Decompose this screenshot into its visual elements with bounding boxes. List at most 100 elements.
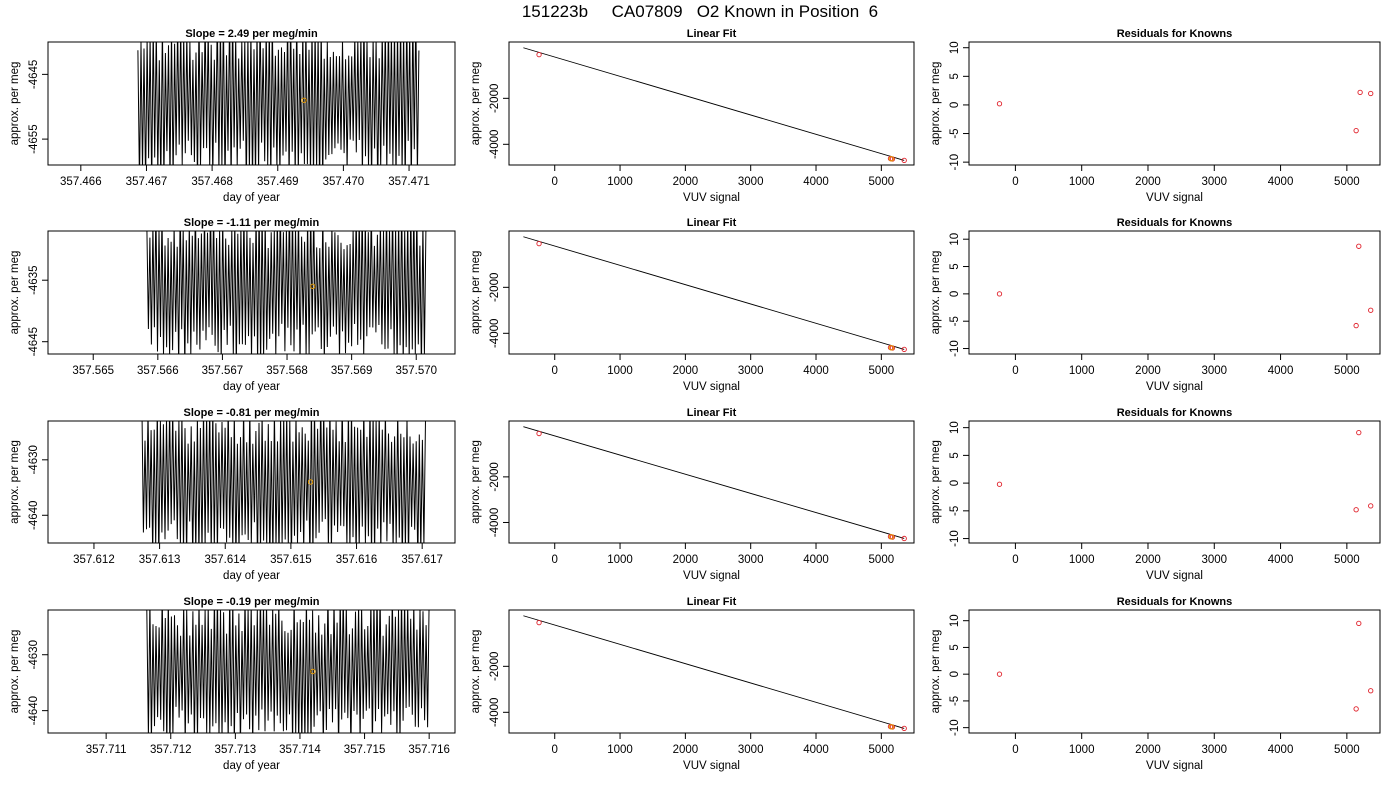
y-axis-label: approx. per meg — [470, 62, 482, 146]
y-tick-label: -5 — [949, 316, 961, 326]
chart-title: Slope = -0.19 per meg/min — [183, 596, 319, 608]
x-tick-label: 4000 — [1268, 554, 1294, 566]
x-tick-label: 5000 — [869, 176, 895, 188]
chart-title: Residuals for Knowns — [1117, 217, 1233, 229]
y-axis-label: approx. per meg — [9, 251, 21, 335]
current-point — [310, 668, 316, 675]
chart-panel-2-1: Slope = -1.11 per meg/min 357.565 357.566 3… — [9, 217, 456, 393]
x-tick-label: 0 — [552, 365, 558, 377]
plot-area — [137, 42, 420, 165]
fit-line — [523, 47, 905, 161]
chart-title: Residuals for Knowns — [1117, 407, 1233, 419]
x-axis-label: day of year — [223, 381, 280, 393]
x-axis-label: VUV signal — [683, 760, 740, 772]
data-point — [1368, 307, 1374, 313]
chart-title: Slope = 2.49 per meg/min — [185, 28, 318, 40]
fit-line — [523, 426, 905, 539]
x-tick-label: 1000 — [1069, 365, 1095, 377]
y-tick-label: -4630 — [28, 445, 40, 474]
x-tick-label: 357.570 — [395, 365, 437, 377]
current-point — [307, 479, 314, 485]
y-tick-label: 10 — [949, 233, 961, 246]
chart-title: Slope = -1.11 per meg/min — [184, 217, 320, 229]
data-point — [996, 481, 1003, 487]
data-point — [536, 430, 542, 437]
chart-panel-3-3: Residuals for Knowns 0 1000 2000 3000 4000 500… — [930, 407, 1381, 582]
y-tick-label: -10 — [949, 719, 961, 736]
x-axis-label: VUV signal — [1146, 570, 1203, 582]
y-tick-label: -4640 — [28, 501, 40, 530]
chart-title: Residuals for Knowns — [1117, 596, 1233, 608]
fit-line — [523, 615, 905, 729]
x-tick-label: 357.617 — [401, 554, 443, 566]
x-tick-label: 1000 — [607, 554, 633, 566]
plot-frame — [508, 609, 915, 734]
y-axis-label: approx. per meg — [470, 251, 482, 335]
plot-area — [523, 47, 907, 164]
x-tick-label: 357.714 — [279, 744, 321, 756]
x-tick-label: 4000 — [803, 365, 829, 377]
data-point — [901, 346, 907, 353]
y-tick-label: -5 — [949, 506, 961, 516]
data-point — [1356, 429, 1362, 436]
data-point — [1353, 706, 1359, 712]
chart-panel-4-2: Linear Fit 0 1000 2000 3000 4000 5000 -2000 -400… — [470, 596, 915, 772]
data-point — [901, 725, 907, 732]
data-point — [1353, 507, 1359, 513]
x-tick-label: 357.469 — [257, 176, 299, 188]
x-tick-label: 1000 — [607, 176, 633, 188]
y-axis-label: approx. per meg — [930, 251, 942, 335]
x-tick-label: 2000 — [673, 176, 699, 188]
x-axis-label: VUV signal — [683, 570, 740, 582]
plot-area — [523, 615, 907, 732]
chart-panel-4-1: Slope = -0.19 per meg/min 357.711 357.712 3… — [9, 596, 456, 772]
current-point — [888, 345, 895, 351]
plot-area — [996, 243, 1374, 329]
x-tick-label: 2000 — [1135, 176, 1161, 188]
x-tick-label: 357.616 — [336, 554, 378, 566]
data-point — [1357, 89, 1363, 95]
x-tick-label: 4000 — [1268, 365, 1294, 377]
current-point — [888, 156, 895, 162]
y-tick-label: -4000 — [489, 698, 501, 727]
y-tick-label: -4000 — [489, 130, 501, 159]
y-tick-label: -4655 — [28, 124, 40, 153]
chart-panel-1-1: Slope = 2.49 per meg/min 357.466 357.467 35… — [9, 28, 456, 204]
plot-area — [996, 620, 1374, 712]
x-tick-label: 357.615 — [270, 554, 312, 566]
plot-area — [146, 231, 427, 354]
current-point — [888, 534, 895, 540]
plot-frame — [47, 41, 456, 166]
x-tick-label: 0 — [1012, 554, 1018, 566]
plot-frame — [47, 609, 456, 734]
y-tick-label: 0 — [949, 671, 961, 677]
x-tick-label: 0 — [552, 554, 558, 566]
y-tick-label: -10 — [949, 154, 961, 171]
x-axis-label: VUV signal — [1146, 381, 1203, 393]
chart-panel-1-2: Linear Fit 0 1000 2000 3000 4000 5000 -2000 -400… — [470, 28, 915, 204]
y-tick-label: -2000 — [489, 462, 501, 491]
chart-title: Linear Fit — [687, 407, 737, 419]
x-axis-label: VUV signal — [1146, 760, 1203, 772]
x-tick-label: 1000 — [1069, 744, 1095, 756]
plot-frame — [508, 230, 915, 355]
x-tick-label: 5000 — [1334, 554, 1360, 566]
data-point — [1368, 90, 1374, 97]
x-tick-label: 357.566 — [137, 365, 179, 377]
x-tick-label: 357.716 — [408, 744, 450, 756]
plot-frame — [968, 41, 1381, 166]
x-tick-label: 5000 — [1334, 365, 1360, 377]
y-tick-label: 10 — [949, 41, 961, 54]
x-tick-label: 5000 — [1334, 176, 1360, 188]
y-tick-label: -10 — [949, 530, 961, 547]
plot-frame — [968, 230, 1381, 355]
x-tick-label: 2000 — [673, 554, 699, 566]
y-axis-label: approx. per meg — [470, 630, 482, 714]
x-tick-label: 357.711 — [86, 744, 127, 756]
x-tick-label: 3000 — [738, 176, 764, 188]
x-tick-label: 357.470 — [323, 176, 365, 188]
x-tick-label: 357.613 — [139, 554, 181, 566]
x-tick-label: 357.569 — [331, 365, 373, 377]
data-point — [1353, 322, 1359, 329]
data-point — [536, 240, 542, 247]
